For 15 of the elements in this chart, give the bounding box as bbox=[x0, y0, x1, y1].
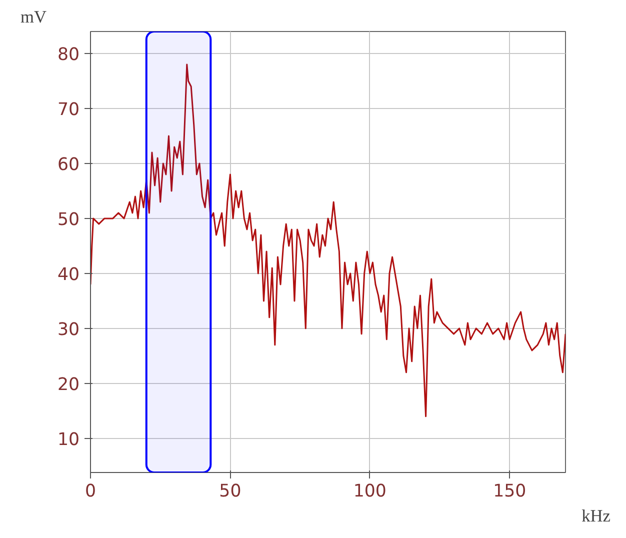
x-tick-label: 0 bbox=[84, 482, 96, 502]
y-tick-label: 80 bbox=[57, 44, 80, 65]
x-axis-title: kHz bbox=[582, 506, 611, 526]
y-tick-label: 70 bbox=[57, 100, 80, 120]
y-axis-title: mV bbox=[20, 8, 47, 26]
y-tick-label: 20 bbox=[57, 374, 80, 395]
x-tick-label: 150 bbox=[493, 482, 526, 502]
y-tick-label: 60 bbox=[57, 154, 80, 175]
line-series bbox=[90, 64, 566, 418]
y-tick-label: 30 bbox=[57, 320, 80, 340]
x-tick-label: 100 bbox=[353, 482, 386, 502]
y-tick-label: 40 bbox=[57, 264, 80, 285]
y-tick-label: 10 bbox=[57, 430, 80, 450]
y-tick-label: 50 bbox=[57, 210, 80, 230]
x-tick-label: 50 bbox=[219, 482, 242, 502]
